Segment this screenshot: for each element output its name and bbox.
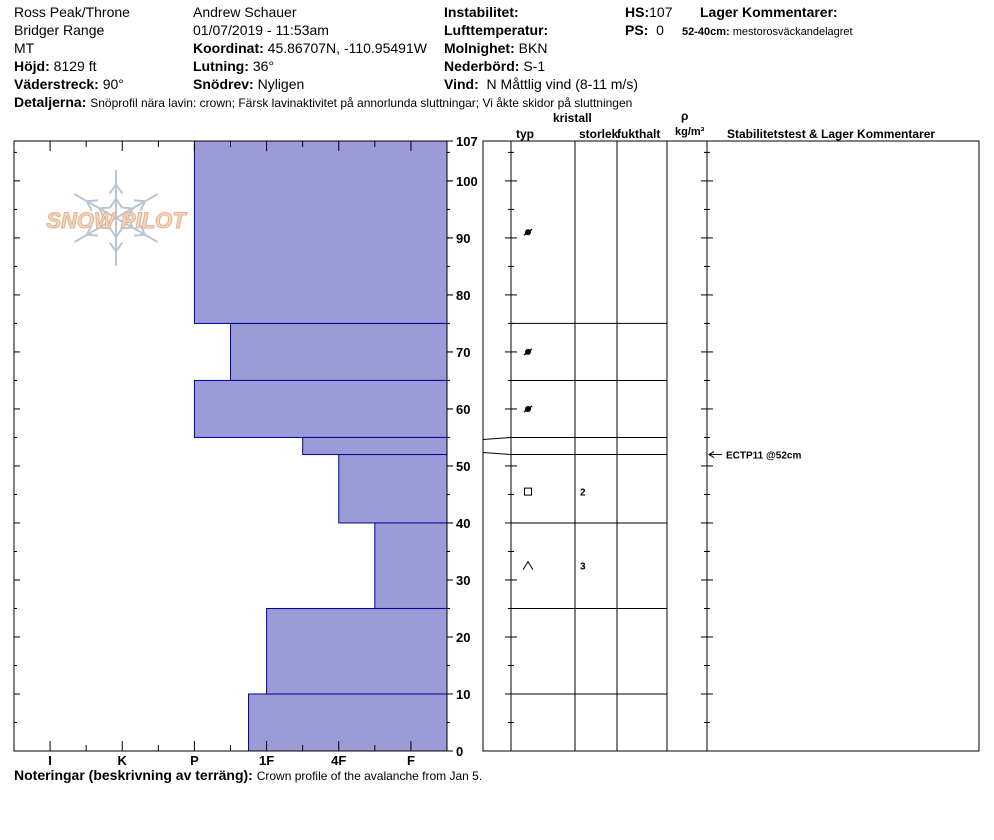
depth-tick-label: 40 [456, 516, 470, 531]
layer-comment: 52-40cm: mestorosväckandelagret [682, 26, 853, 38]
layer-boundary [482, 436, 667, 440]
depth-tick-label: 50 [456, 459, 470, 474]
hardness-layer-5 [374, 522, 448, 609]
hardness-tick-label: P [190, 753, 199, 768]
details: Detaljerna: Snöprofil nära lavin: crown;… [14, 94, 633, 110]
col-crystal: kristall [553, 111, 592, 125]
instability-label: Instabilitet: [444, 4, 519, 20]
air-temp-label: Lufttemperatur: [444, 22, 549, 38]
col-type: typ [516, 127, 534, 141]
slope: Lutning: 36° [193, 58, 275, 74]
precip: Nederbörd: S-1 [444, 58, 546, 74]
location: Ross Peak/Throne [14, 4, 130, 20]
col-size: storlek [579, 127, 619, 141]
hardness-tick-label: F [407, 753, 415, 768]
depth-tick-label: 30 [456, 573, 470, 588]
depth-tick-label: 60 [456, 402, 470, 417]
grain-size-label: 2 [580, 488, 586, 499]
depth-tick-label: 80 [456, 288, 470, 303]
depth-tick-label: 20 [456, 630, 470, 645]
layer-table-frame [482, 140, 980, 752]
depth-hoar-icon [522, 560, 534, 570]
elevation: Höjd: 8129 ft [14, 58, 97, 74]
col-rho: ρ [681, 109, 689, 123]
wind-loading: Snödrev: Nyligen [193, 76, 305, 92]
hardness-layer-4 [338, 454, 448, 524]
layer-comments-label: Lager Kommentarer: [700, 4, 838, 20]
col-stability: Stabilitetstest & Lager Kommentarer [727, 127, 936, 141]
logo-text: SNOW PILOT [46, 208, 187, 233]
depth-tick-label: 0 [456, 744, 463, 759]
grain-size-label: 3 [580, 562, 586, 573]
depth-tick-label: 10 [456, 687, 470, 702]
hardness-tick-label: 4F [331, 753, 346, 768]
depth-tick-label: 107 [456, 134, 478, 149]
hardness-layer-7 [248, 693, 448, 752]
state: MT [14, 40, 35, 56]
faceted-grain-icon [524, 487, 532, 496]
hardness-layer-6 [266, 607, 448, 695]
layer-boundary [482, 452, 667, 456]
coordinates: Koordinat: 45.86707N, -110.95491W [193, 40, 427, 56]
wind: Vind: N Måttlig vind (8-11 m/s) [444, 76, 638, 92]
range: Bridger Range [14, 22, 105, 38]
col-density-unit: kg/m³ [675, 126, 705, 138]
datetime: 01/07/2019 - 11:53am [193, 22, 329, 38]
hs: HS:107 [625, 4, 673, 20]
hardness-tick-label: 1F [259, 753, 274, 768]
depth-tick-label: 70 [456, 345, 470, 360]
col-moisture: fukthalt [617, 127, 661, 141]
depth-tick-label: 100 [456, 174, 478, 189]
stability-test-label: ECTP11 @52cm [726, 451, 801, 462]
observer: Andrew Schauer [193, 4, 297, 20]
notes: Noteringar (beskrivning av terräng): Cro… [14, 767, 483, 783]
aspect: Väderstreck: 90° [14, 76, 124, 92]
hardness-tick-label: I [48, 753, 52, 768]
depth-tick-label: 90 [456, 231, 470, 246]
hardness-layer-3 [302, 436, 448, 456]
hardness-layer-0 [193, 140, 448, 324]
hardness-tick-label: K [118, 753, 128, 768]
hardness-layer-1 [230, 322, 448, 381]
ps: PS: 0 [625, 22, 664, 38]
sky: Molnighet: BKN [444, 40, 548, 56]
snowpilot-logo: SNOW PILOT [46, 170, 188, 266]
hardness-layer-2 [193, 379, 448, 438]
